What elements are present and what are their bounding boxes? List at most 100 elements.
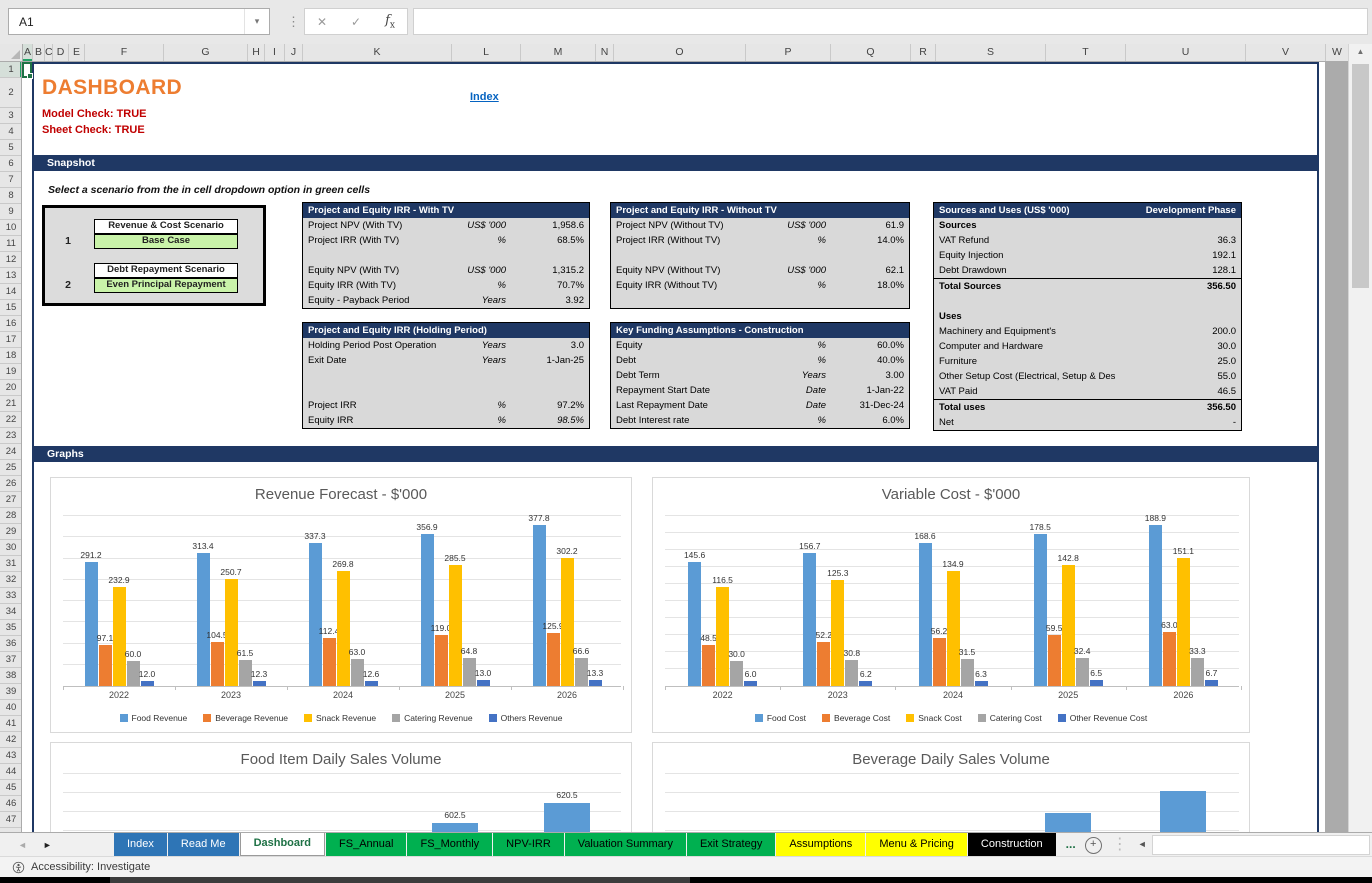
status-text[interactable]: Accessibility: Investigate <box>31 861 151 873</box>
column-header-v[interactable]: V <box>1246 44 1326 61</box>
row-header-6[interactable]: 6 <box>0 156 21 172</box>
row-header-44[interactable]: 44 <box>0 764 21 780</box>
row-header-26[interactable]: 26 <box>0 476 21 492</box>
index-link[interactable]: Index <box>470 91 499 103</box>
horizontal-scrollbar[interactable] <box>1151 835 1370 855</box>
row-header-42[interactable]: 42 <box>0 732 21 748</box>
sheet-tab-dashboard[interactable]: Dashboard <box>239 833 326 856</box>
row-header-35[interactable]: 35 <box>0 620 21 636</box>
row-header-4[interactable]: 4 <box>0 124 21 140</box>
column-header-a[interactable]: A <box>23 44 33 61</box>
row-header-24[interactable]: 24 <box>0 444 21 460</box>
column-header-s[interactable]: S <box>936 44 1046 61</box>
row-header-43[interactable]: 43 <box>0 748 21 764</box>
row-header-36[interactable]: 36 <box>0 636 21 652</box>
sheet-tab-exit-strategy[interactable]: Exit Strategy <box>686 833 776 856</box>
column-header-h[interactable]: H <box>248 44 265 61</box>
fill-handle[interactable] <box>27 73 33 79</box>
column-header-d[interactable]: D <box>53 44 69 61</box>
row-header-40[interactable]: 40 <box>0 700 21 716</box>
column-header-c[interactable]: C <box>45 44 53 61</box>
column-header-p[interactable]: P <box>746 44 831 61</box>
row-header-1[interactable]: 1 <box>0 62 21 78</box>
vertical-scrollbar[interactable]: ▲ <box>1348 44 1372 832</box>
column-header-g[interactable]: G <box>164 44 248 61</box>
row-header-15[interactable]: 15 <box>0 300 21 316</box>
row-header-28[interactable]: 28 <box>0 508 21 524</box>
chart-beverage-daily-volume[interactable]: Beverage Daily Sales Volume <box>652 742 1250 832</box>
sheet-tab-npv-irr[interactable]: NPV-IRR <box>493 833 564 856</box>
row-header-7[interactable]: 7 <box>0 172 21 188</box>
row-header-14[interactable]: 14 <box>0 284 21 300</box>
row-header-47[interactable]: 47 <box>0 812 21 828</box>
row-header-30[interactable]: 30 <box>0 540 21 556</box>
row-header-8[interactable]: 8 <box>0 188 21 204</box>
sheet-tab-fs-monthly[interactable]: FS_Monthly <box>407 833 493 856</box>
row-header-16[interactable]: 16 <box>0 316 21 332</box>
row-header-12[interactable]: 12 <box>0 252 21 268</box>
tab-scroll-left-icon[interactable]: ◄ <box>18 839 27 850</box>
row-header-13[interactable]: 13 <box>0 268 21 284</box>
cancel-icon[interactable]: ✕ <box>316 14 328 29</box>
sheet-tab-valuation-summary[interactable]: Valuation Summary <box>564 833 686 856</box>
scroll-up-icon[interactable]: ▲ <box>1356 47 1365 56</box>
column-header-j[interactable]: J <box>285 44 303 61</box>
row-header-33[interactable]: 33 <box>0 588 21 604</box>
row-header-23[interactable]: 23 <box>0 428 21 444</box>
scenario-dropdown-cell[interactable]: Even Principal Repayment <box>94 278 238 293</box>
add-sheet-icon[interactable]: + <box>1084 837 1102 854</box>
enter-icon[interactable]: ✓ <box>351 14 362 29</box>
row-header-19[interactable]: 19 <box>0 364 21 380</box>
row-header-38[interactable]: 38 <box>0 668 21 684</box>
tab-overflow-indicator[interactable]: ... <box>1065 837 1076 851</box>
tab-scroll-right-icon[interactable]: ► <box>42 839 52 850</box>
column-header-q[interactable]: Q <box>831 44 911 61</box>
row-header-10[interactable]: 10 <box>0 220 21 236</box>
row-header-17[interactable]: 17 <box>0 332 21 348</box>
hscroll-left-icon[interactable]: ◄ <box>1137 839 1147 849</box>
sheet-tab-index[interactable]: Index <box>114 833 167 856</box>
row-header-9[interactable]: 9 <box>0 204 21 220</box>
row-header-20[interactable]: 20 <box>0 380 21 396</box>
row-header-11[interactable]: 11 <box>0 236 21 252</box>
column-header-m[interactable]: M <box>521 44 596 61</box>
insert-function-icon[interactable]: fx <box>385 12 395 31</box>
column-header-l[interactable]: L <box>452 44 521 61</box>
row-header-32[interactable]: 32 <box>0 572 21 588</box>
select-all-corner[interactable] <box>0 44 23 61</box>
sheet-tab-fs-annual[interactable]: FS_Annual <box>326 833 407 856</box>
name-box[interactable]: A1 ▾ <box>8 8 270 35</box>
selected-cell-a1[interactable] <box>22 62 33 79</box>
row-header-25[interactable]: 25 <box>0 460 21 476</box>
formula-input[interactable] <box>413 8 1368 35</box>
column-header-e[interactable]: E <box>69 44 85 61</box>
row-header-41[interactable]: 41 <box>0 716 21 732</box>
column-header-r[interactable]: R <box>911 44 936 61</box>
row-header-29[interactable]: 29 <box>0 524 21 540</box>
column-header-k[interactable]: K <box>303 44 452 61</box>
sheet-tab-assumptions[interactable]: Assumptions <box>776 833 866 856</box>
column-header-w[interactable]: W <box>1326 44 1349 61</box>
chart-variable-cost[interactable]: Variable Cost - $'000 2022 2023 2024 2025 202… <box>652 477 1250 733</box>
column-header-o[interactable]: O <box>614 44 746 61</box>
row-header-37[interactable]: 37 <box>0 652 21 668</box>
scenario-dropdown-cell[interactable]: Base Case <box>94 234 238 249</box>
chart-food-daily-volume[interactable]: Food Item Daily Sales Volume 584.0 602.5 62… <box>50 742 632 832</box>
vertical-scrollbar-thumb[interactable] <box>1352 64 1369 288</box>
column-header-n[interactable]: N <box>596 44 614 61</box>
row-header-27[interactable]: 27 <box>0 492 21 508</box>
row-header-3[interactable]: 3 <box>0 108 21 124</box>
row-header-18[interactable]: 18 <box>0 348 21 364</box>
row-header-5[interactable]: 5 <box>0 140 21 156</box>
row-header-31[interactable]: 31 <box>0 556 21 572</box>
sheet-tab-read-me[interactable]: Read Me <box>167 833 239 856</box>
row-header-46[interactable]: 46 <box>0 796 21 812</box>
column-header-i[interactable]: I <box>265 44 285 61</box>
column-header-t[interactable]: T <box>1046 44 1126 61</box>
row-header-45[interactable]: 45 <box>0 780 21 796</box>
chart-revenue-forecast[interactable]: Revenue Forecast - $'000 2022 2023 2024 2025… <box>50 477 632 733</box>
row-header-34[interactable]: 34 <box>0 604 21 620</box>
row-header-2[interactable]: 2 <box>0 78 21 108</box>
row-header-39[interactable]: 39 <box>0 684 21 700</box>
sheet-tab-construction[interactable]: Construction <box>967 833 1056 856</box>
